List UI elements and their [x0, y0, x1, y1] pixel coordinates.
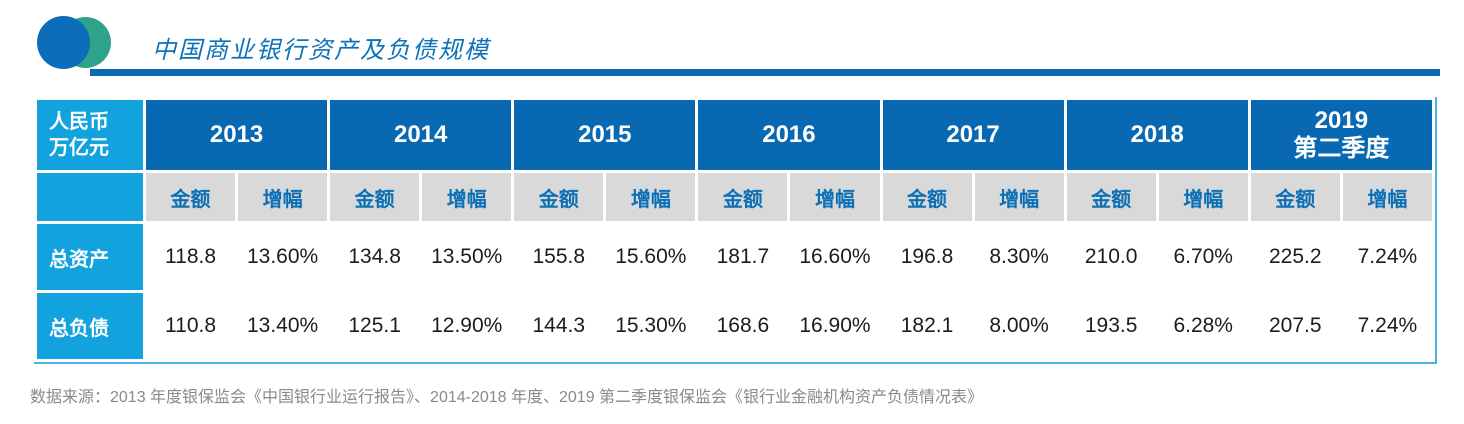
subheader-growth-2017: 增幅 — [974, 173, 1064, 221]
subheader-row: 金额 增幅 金额 增幅 金额 增幅 金额 增幅 金额 增幅 金额 增幅 金额 增… — [37, 173, 1432, 221]
subheader-growth-2016: 增幅 — [790, 173, 880, 221]
year-header-2018: 2018 — [1066, 100, 1248, 170]
subheader-amount-2018: 金额 — [1066, 173, 1156, 221]
subheader-amount-2019q2: 金额 — [1250, 173, 1340, 221]
subheader-amount-2017: 金额 — [882, 173, 972, 221]
value-cell: 168.6 — [698, 293, 788, 359]
value-cell: 155.8 — [514, 224, 604, 290]
value-cell: 134.8 — [330, 224, 420, 290]
year-header-row: 人民币 万亿元 2013 2014 2015 2016 2017 — [37, 100, 1432, 170]
value-cell: 210.0 — [1066, 224, 1156, 290]
subheader-growth-2013: 增幅 — [238, 173, 328, 221]
unit-spacer-cell — [37, 173, 143, 221]
year-label: 2015 — [578, 121, 632, 149]
subheader-amount-2016: 金额 — [698, 173, 788, 221]
year-header-2017: 2017 — [882, 100, 1064, 170]
year-label: 2017 — [946, 121, 1000, 149]
value-cell: 118.8 — [146, 224, 236, 290]
value-cell: 181.7 — [698, 224, 788, 290]
page-title: 中国商业银行资产及负债规模 — [152, 37, 490, 64]
value-cell: 8.30% — [974, 224, 1064, 290]
value-cell: 12.90% — [422, 293, 512, 359]
subheader-amount-2014: 金额 — [330, 173, 420, 221]
year-header-2014: 2014 — [330, 100, 512, 170]
year-header-2015: 2015 — [514, 100, 696, 170]
year-label: 2018 — [1130, 121, 1184, 149]
value-cell: 16.90% — [790, 293, 880, 359]
unit-label-line1: 人民币 — [49, 110, 109, 133]
unit-header-cell: 人民币 万亿元 — [37, 100, 143, 170]
logo-blue-circle-icon — [37, 16, 90, 69]
year-header-2016: 2016 — [698, 100, 880, 170]
value-cell: 182.1 — [882, 293, 972, 359]
value-cell: 8.00% — [974, 293, 1064, 359]
value-cell: 6.28% — [1158, 293, 1248, 359]
value-cell: 225.2 — [1250, 224, 1340, 290]
subheader-amount-2015: 金额 — [514, 173, 604, 221]
page-header: 中国商业银行资产及负债规模 — [0, 0, 1464, 100]
value-cell: 6.70% — [1158, 224, 1248, 290]
year-label-line2: 第二季度 — [1293, 135, 1390, 162]
value-cell: 15.60% — [606, 224, 696, 290]
value-cell: 13.60% — [238, 224, 328, 290]
value-cell: 13.40% — [238, 293, 328, 359]
subheader-growth-2014: 增幅 — [422, 173, 512, 221]
year-label: 2014 — [393, 121, 448, 149]
table-row-total-assets: 总资产 118.8 13.60% 134.8 13.50% 155.8 15.6… — [37, 224, 1432, 290]
year-label: 2013 — [209, 121, 264, 149]
value-cell: 16.60% — [790, 224, 880, 290]
value-cell: 207.5 — [1250, 293, 1340, 359]
subheader-growth-2019q2: 增幅 — [1342, 173, 1432, 221]
unit-label-line2: 万亿元 — [49, 137, 109, 159]
data-table-container: 人民币 万亿元 2013 2014 2015 2016 2017 — [34, 97, 1440, 364]
year-label: 2019 — [1314, 107, 1369, 135]
table-row-total-liabilities: 总负债 110.8 13.40% 125.1 12.90% 144.3 15.3… — [37, 293, 1432, 359]
value-cell: 196.8 — [882, 224, 972, 290]
value-cell: 144.3 — [514, 293, 604, 359]
value-cell: 15.30% — [606, 293, 696, 359]
year-header-2013: 2013 — [146, 100, 328, 170]
value-cell: 13.50% — [422, 224, 512, 290]
value-cell: 110.8 — [146, 293, 236, 359]
subheader-growth-2015: 增幅 — [606, 173, 696, 221]
row-label-total-assets: 总资产 — [37, 224, 143, 290]
data-table: 人民币 万亿元 2013 2014 2015 2016 2017 — [34, 97, 1437, 364]
value-cell: 7.24% — [1342, 224, 1432, 290]
value-cell: 7.24% — [1342, 293, 1432, 359]
value-cell: 125.1 — [330, 293, 420, 359]
data-source-note: 数据来源：2013 年度银保监会《中国银行业运行报告》、2014-2018 年度… — [30, 389, 984, 406]
value-cell: 193.5 — [1066, 293, 1156, 359]
subheader-growth-2018: 增幅 — [1158, 173, 1248, 221]
year-label: 2016 — [762, 121, 816, 149]
subheader-amount-2013: 金额 — [146, 173, 236, 221]
row-label-total-liabilities: 总负债 — [37, 293, 143, 359]
title-underline — [90, 69, 1440, 76]
year-header-2019q2: 2019 第二季度 — [1250, 100, 1432, 170]
